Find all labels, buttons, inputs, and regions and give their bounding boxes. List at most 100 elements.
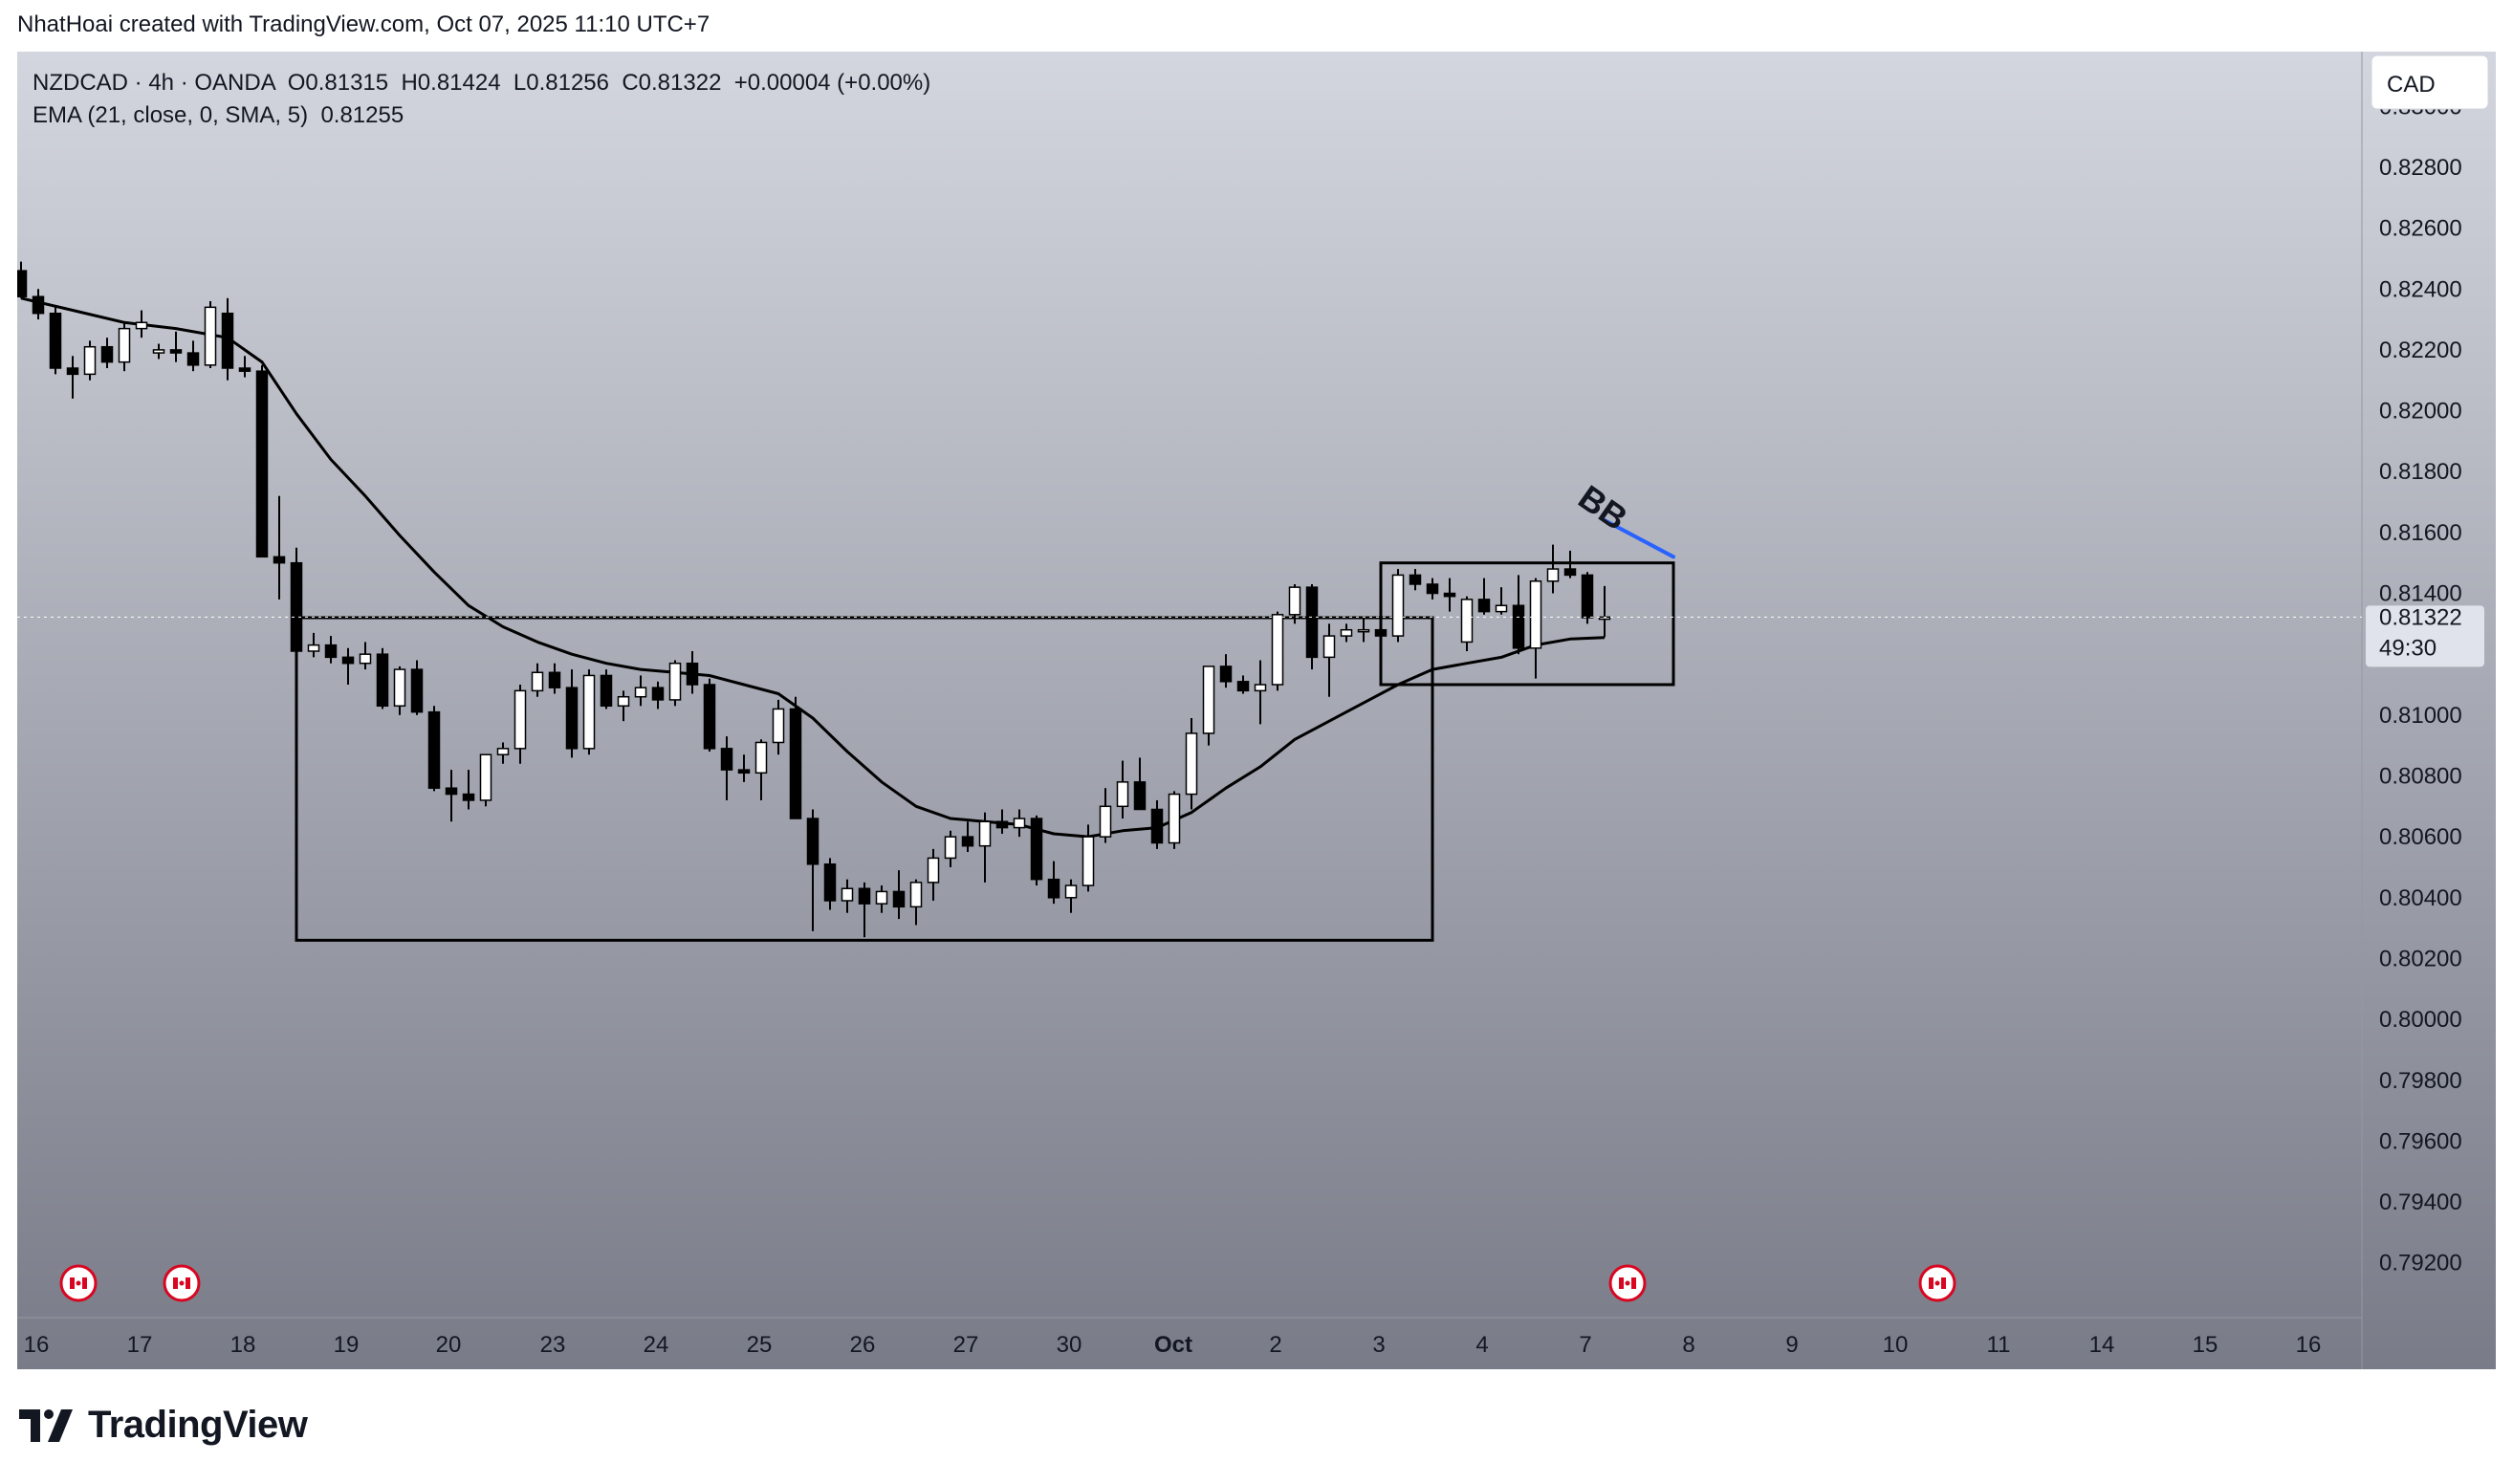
- price-tick-label: 0.80600: [2379, 824, 2462, 850]
- candle: [1150, 799, 1164, 849]
- range-rectangle[interactable]: [295, 616, 1434, 942]
- candle: [1030, 815, 1043, 886]
- chart-legend[interactable]: NZDCAD · 4h · OANDA O0.81315 H0.81424 L0…: [33, 70, 930, 128]
- candle: [1047, 861, 1060, 905]
- chart-background: [17, 52, 2496, 1369]
- candle: [703, 678, 716, 753]
- price-tick-label: 0.81800: [2379, 459, 2462, 485]
- candle: [221, 297, 234, 381]
- candle: [995, 809, 1009, 834]
- candle: [255, 364, 269, 558]
- time-tick-label: 2: [1269, 1332, 1281, 1358]
- candle: [978, 812, 992, 883]
- price-tick-label: 0.81600: [2379, 520, 2462, 546]
- candles-layer: [17, 261, 1611, 938]
- candle: [806, 809, 819, 931]
- candle: [548, 663, 561, 694]
- time-axis[interactable]: 16 17 18 19 20 23 24 25 26 27 30 Oct 2 3 4 7 8 9 10 11 14 15 1…: [24, 1332, 2322, 1358]
- ema-layer: [20, 296, 1606, 839]
- trend-line[interactable]: [1603, 518, 1675, 559]
- candle: [1512, 575, 1525, 655]
- header-caption: NhatHoai created with TradingView.com, O…: [17, 11, 710, 37]
- candle: [1305, 583, 1319, 670]
- candle: [1460, 596, 1474, 651]
- time-tick-label: 18: [230, 1332, 256, 1358]
- chart-canvas[interactable]: BB 0.830000.828000.826000.824000.822000.…: [17, 52, 2496, 1369]
- candle: [927, 848, 940, 901]
- candle: [1168, 791, 1181, 849]
- ema-line[interactable]: [20, 296, 1606, 839]
- candle: [1013, 809, 1026, 838]
- economic-event-flag-icon[interactable]: [163, 1264, 201, 1302]
- price-tick-label: 0.82400: [2379, 276, 2462, 302]
- bar-countdown: 49:30: [2379, 635, 2437, 661]
- economic-event-flag-icon[interactable]: [1608, 1264, 1647, 1302]
- candle: [1391, 569, 1405, 643]
- candle: [135, 310, 148, 338]
- candle: [427, 706, 441, 792]
- last-price-value: 0.81322: [2379, 604, 2462, 630]
- candle: [944, 830, 957, 867]
- candle: [376, 647, 389, 709]
- candle: [1581, 572, 1594, 624]
- chart-panel[interactable]: BB 0.830000.828000.826000.824000.822000.…: [17, 52, 2496, 1369]
- candle: [1185, 718, 1198, 810]
- price-tick-label: 0.82000: [2379, 399, 2462, 425]
- candle: [909, 879, 923, 926]
- candle: [238, 356, 251, 378]
- candle: [875, 885, 888, 913]
- candle: [892, 870, 906, 920]
- candle: [359, 642, 372, 670]
- candle: [100, 338, 114, 368]
- currency-label: CAD: [2387, 72, 2436, 98]
- legend-ema-line[interactable]: EMA (21, close, 0, SMA, 5) 0.81255: [33, 102, 404, 128]
- candle: [445, 770, 458, 822]
- last-price-marker: 0.81322 49:30: [2366, 604, 2484, 667]
- candle: [1236, 675, 1250, 694]
- candle: [961, 821, 974, 853]
- price-tick-label: 0.79200: [2379, 1251, 2462, 1277]
- price-tick-label: 0.79800: [2379, 1068, 2462, 1094]
- economic-event-flag-icon[interactable]: [59, 1264, 98, 1302]
- time-tick-label: 15: [2193, 1332, 2218, 1358]
- candle: [531, 663, 544, 697]
- time-tick-label: 27: [953, 1332, 979, 1358]
- candle: [668, 660, 682, 707]
- candle: [66, 356, 79, 399]
- currency-button[interactable]: CAD: [2371, 55, 2489, 110]
- price-tick-label: 0.80200: [2379, 946, 2462, 971]
- candle: [1064, 879, 1078, 913]
- candle: [1340, 623, 1353, 643]
- price-tick-label: 0.81400: [2379, 581, 2462, 607]
- time-tick-label: 10: [1883, 1332, 1909, 1358]
- candle: [1443, 578, 1456, 612]
- time-tick-label: 19: [334, 1332, 360, 1358]
- tradingview-logo[interactable]: TradingView: [19, 1404, 308, 1447]
- legend-symbol-line[interactable]: NZDCAD · 4h · OANDA O0.81315 H0.81424 L0…: [33, 70, 930, 96]
- price-tick-label: 0.81000: [2379, 703, 2462, 729]
- tradingview-wordmark: TradingView: [88, 1404, 308, 1446]
- candle: [1495, 587, 1508, 615]
- candle: [273, 495, 286, 600]
- candle: [1477, 578, 1491, 615]
- time-tick-label: 17: [127, 1332, 153, 1358]
- candle: [393, 666, 406, 715]
- economic-event-flag-icon[interactable]: [1918, 1264, 1956, 1302]
- candle: [410, 660, 424, 715]
- candle: [479, 753, 492, 807]
- time-tick-label: 20: [436, 1332, 462, 1358]
- candle: [49, 307, 62, 375]
- candle: [634, 675, 647, 707]
- candle: [462, 770, 475, 810]
- candle: [1133, 757, 1147, 811]
- candle: [1219, 654, 1233, 688]
- candle: [1254, 660, 1267, 725]
- candle: [1409, 569, 1422, 591]
- candle: [514, 685, 527, 764]
- time-tick-label: 14: [2089, 1332, 2115, 1358]
- price-tick-label: 0.82200: [2379, 338, 2462, 363]
- time-tick-label: 30: [1057, 1332, 1082, 1358]
- candle: [118, 322, 131, 372]
- time-tick-label: 25: [747, 1332, 773, 1358]
- time-tick-label: 26: [850, 1332, 876, 1358]
